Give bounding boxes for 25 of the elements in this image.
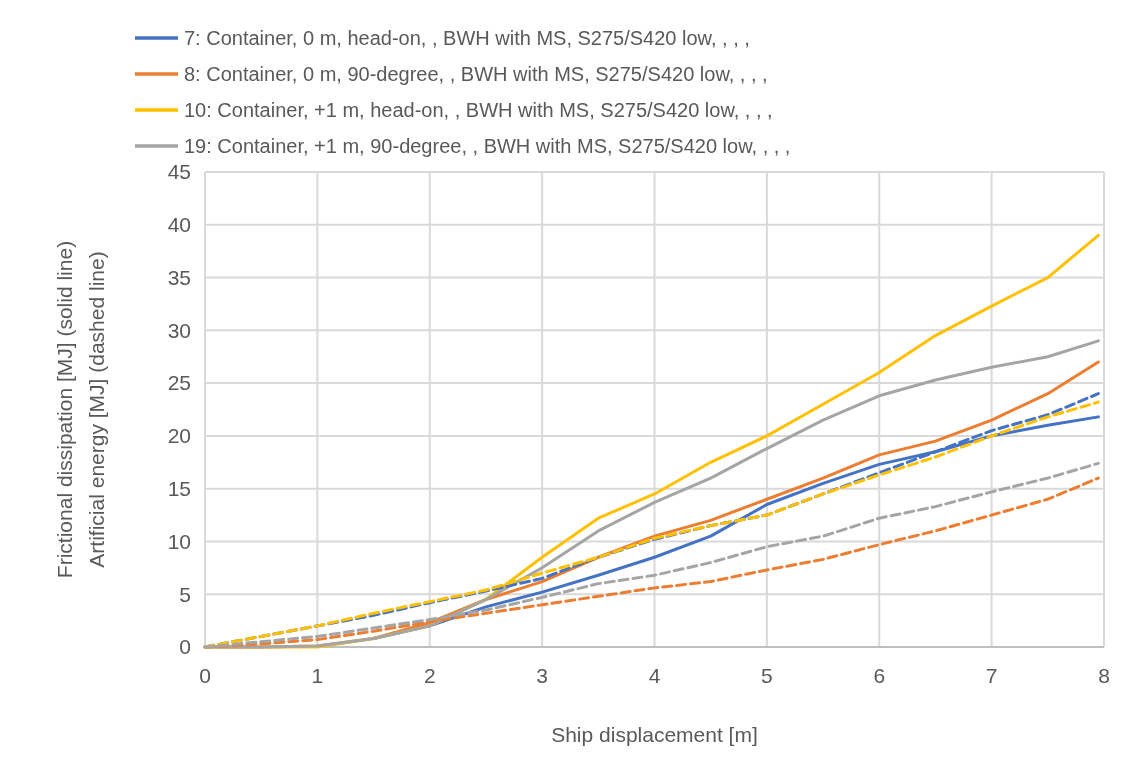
x-tick-label: 8 bbox=[1098, 664, 1110, 687]
y-tick-label: 40 bbox=[167, 213, 191, 237]
y-tick-label: 20 bbox=[167, 424, 191, 448]
y-tick-label: 30 bbox=[167, 318, 191, 342]
y-tick-label: 10 bbox=[167, 529, 191, 553]
x-tick-label: 1 bbox=[311, 664, 324, 687]
x-tick-label: 6 bbox=[873, 664, 886, 687]
y-tick-label: 5 bbox=[179, 582, 191, 606]
x-tick-label: 3 bbox=[536, 664, 548, 687]
legend-label: 19: Container, +1 m, 90-degree, , BWH with MS, S275/S420 low, , , , bbox=[184, 135, 791, 157]
x-tick-label: 0 bbox=[199, 664, 211, 687]
y-axis-title: Frictional dissipation [MJ] (solid line) Artificial energy [MJ] (dashed line) bbox=[53, 240, 108, 579]
x-axis-title: Ship displacement [m] bbox=[551, 723, 758, 746]
x-tick-label: 7 bbox=[985, 664, 998, 687]
y-tick-label: 35 bbox=[167, 265, 191, 289]
legend-label: 7: Container, 0 m, head-on, , BWH with MS, S275/S420 low, , , , bbox=[184, 27, 750, 49]
y-tick-label: 45 bbox=[167, 160, 191, 184]
x-tick-label: 5 bbox=[761, 664, 773, 687]
y-tick-label: 25 bbox=[167, 371, 191, 395]
x-tick-label: 4 bbox=[648, 664, 661, 687]
y-tick-label: 15 bbox=[167, 477, 191, 501]
x-tick-label: 2 bbox=[423, 664, 436, 687]
legend-label: 8: Container, 0 m, 90-degree, , BWH with MS, S275/S420 low, , , , bbox=[184, 63, 768, 85]
y-tick-label: 0 bbox=[179, 635, 191, 659]
legend-label: 10: Container, +1 m, head-on, , BWH with MS, S275/S420 low, , , , bbox=[184, 99, 773, 121]
